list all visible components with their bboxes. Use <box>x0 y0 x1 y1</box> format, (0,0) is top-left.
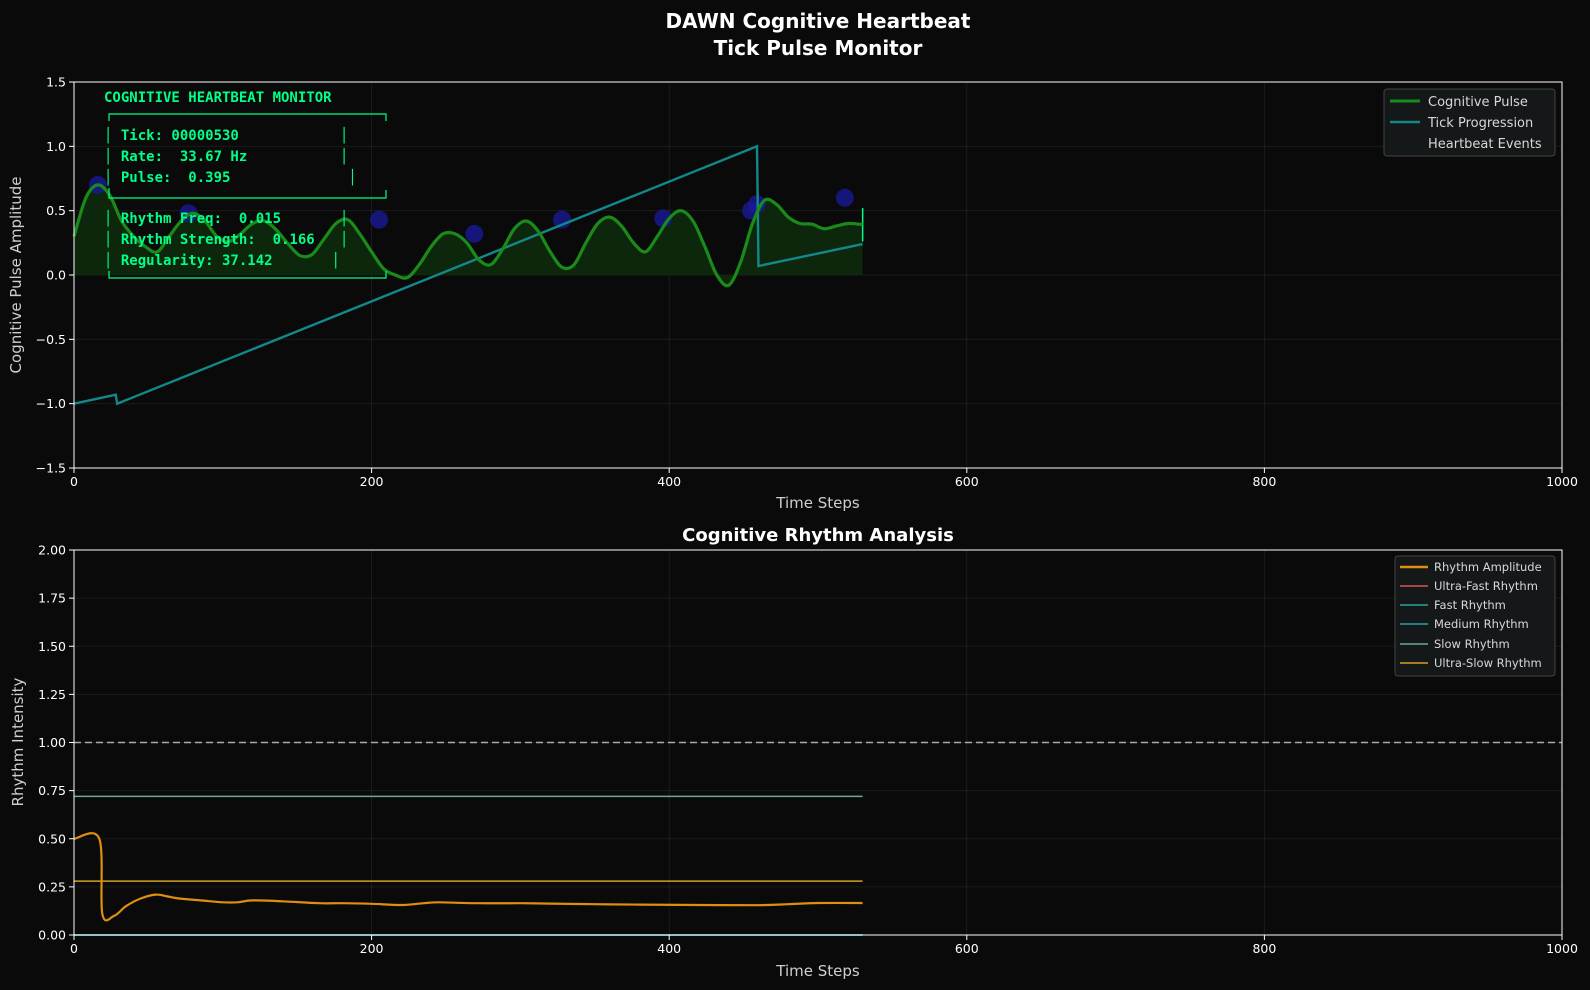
x-tick-label: 800 <box>1252 941 1276 956</box>
pulse-ylabel: Cognitive Pulse Amplitude <box>7 177 25 374</box>
rhythm-title: Cognitive Rhythm Analysis <box>682 525 954 546</box>
legend-label-medium: Medium Rhythm <box>1434 617 1529 631</box>
y-tick-label: 0.50 <box>38 831 66 846</box>
pulse-area-fill <box>74 184 863 286</box>
legend-label-ultra-fast: Ultra-Fast Rhythm <box>1434 579 1538 593</box>
y-tick-label: −1.5 <box>36 461 66 476</box>
heartbeat-event-point <box>370 210 389 229</box>
legend-label-fast: Fast Rhythm <box>1434 598 1506 612</box>
y-tick-label: 0.5 <box>46 203 66 218</box>
y-tick-label: 0.00 <box>38 928 66 943</box>
x-tick-label: 800 <box>1252 474 1276 489</box>
pulse-fill <box>74 184 864 286</box>
monitor-regularity: │ Regularity: 37.142 │ <box>104 251 340 269</box>
x-tick-label: 400 <box>657 941 681 956</box>
y-tick-label: 2.00 <box>38 543 66 558</box>
monitor-rhythm-freq: │ Rhythm Freq: 0.015 │ <box>104 209 348 227</box>
pulse-xlabel: Time Steps <box>775 494 860 512</box>
monitor-rate: │ Rate: 33.67 Hz │ <box>104 147 348 165</box>
monitor-border-mid <box>108 188 387 199</box>
legend-label-slow: Slow Rhythm <box>1434 637 1510 651</box>
x-tick-label: 0 <box>70 474 78 489</box>
rhythm-amplitude-line <box>73 832 863 922</box>
rhythm-ticks: 0 200 400 600 800 1000 2.00 1.75 1.50 1.25 1.00 0.7… <box>38 543 1578 957</box>
x-tick-label: 1000 <box>1546 474 1578 489</box>
monitor-tick: │ Tick: 00000530 │ <box>104 126 348 144</box>
x-tick-label: 600 <box>955 474 979 489</box>
x-tick-label: 1000 <box>1546 941 1578 956</box>
pulse-chart: 0 200 400 600 800 1000 1.5 1.0 0.5 0.0 −0.5 −1.0 −1.… <box>7 75 1578 513</box>
y-tick-label: 1.50 <box>38 639 66 654</box>
pulse-lines <box>72 144 863 406</box>
legend-label-tick: Tick Progression <box>1427 116 1533 131</box>
suptitle-line1: DAWN Cognitive Heartbeat <box>666 9 971 33</box>
heartbeat-event-point <box>835 188 854 207</box>
y-tick-label: 1.0 <box>46 139 66 154</box>
heartbeat-monitor-box: COGNITIVE HEARTBEAT MONITOR │ Tick: 0000… <box>104 90 387 279</box>
pulse-ticks: 0 200 400 600 800 1000 1.5 1.0 0.5 0.0 −0.5 −1.0 −1.… <box>36 75 1578 490</box>
monitor-border-bottom <box>108 271 387 279</box>
y-tick-label: −0.5 <box>36 332 66 347</box>
x-tick-label: 400 <box>657 474 681 489</box>
y-tick-label: 1.00 <box>38 735 66 750</box>
monitor-pulse: │ Pulse: 0.395 │ <box>104 168 357 186</box>
x-tick-label: 200 <box>360 474 384 489</box>
legend-label-amplitude: Rhythm Amplitude <box>1434 560 1542 574</box>
pulse-legend: Cognitive Pulse Tick Progression Heartbe… <box>1383 88 1556 157</box>
rhythm-chart: Cognitive Rhythm Analysis 0 200 400 600 800 1… <box>9 525 1578 980</box>
x-tick-label: 200 <box>360 941 384 956</box>
monitor-border-top <box>108 113 387 121</box>
y-tick-label: 0.25 <box>38 879 66 894</box>
y-tick-label: 1.5 <box>46 75 66 90</box>
y-tick-label: −1.0 <box>36 396 66 411</box>
y-tick-label: 1.75 <box>38 591 66 606</box>
tick-progression-line <box>73 144 863 406</box>
rhythm-legend: Rhythm Amplitude Ultra-Fast Rhythm Fast … <box>1394 555 1556 677</box>
y-tick-label: 0.75 <box>38 783 66 798</box>
heartbeat-event-point <box>465 224 484 243</box>
rhythm-legend-frame <box>1394 555 1556 677</box>
monitor-rhythm-strength: │ Rhythm Strength: 0.166 │ <box>104 230 348 248</box>
heartbeat-events <box>88 175 854 243</box>
rhythm-xlabel: Time Steps <box>775 962 860 980</box>
legend-label-events: Heartbeat Events <box>1428 137 1542 152</box>
cognitive-pulse-line <box>72 183 863 288</box>
pulse-legend-frame <box>1383 88 1556 157</box>
legend-label-pulse: Cognitive Pulse <box>1428 95 1528 110</box>
suptitle-line2: Tick Pulse Monitor <box>714 36 923 60</box>
y-tick-label: 0.0 <box>46 268 66 283</box>
x-tick-label: 600 <box>955 941 979 956</box>
monitor-header: COGNITIVE HEARTBEAT MONITOR <box>104 90 332 106</box>
legend-label-ultra-slow: Ultra-Slow Rhythm <box>1434 656 1542 670</box>
x-tick-label: 0 <box>70 941 78 956</box>
rhythm-ylabel: Rhythm Intensity <box>9 677 27 806</box>
y-tick-label: 1.25 <box>38 687 66 702</box>
